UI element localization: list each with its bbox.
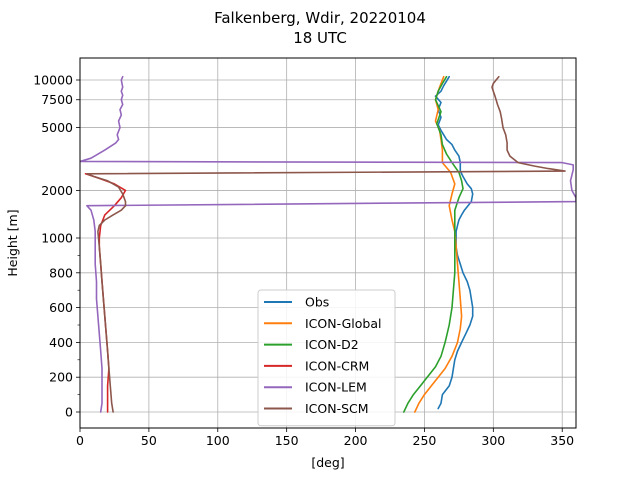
y-tick-label: 7500 [41,92,73,107]
series-line-obs [434,75,474,410]
series-line-icon-crm [84,173,127,413]
y-axis: 0 200 400 600 800 1000 2000 5000 7500 10000 [33,73,80,420]
x-tick-label: 250 [413,433,437,448]
x-tick-label: 350 [550,433,574,448]
x-tick-label: 50 [141,433,157,448]
x-tick-label: 300 [481,433,505,448]
legend-box [257,289,396,427]
series-line-icon-scm [86,75,566,413]
grid [79,58,576,428]
chart-subtitle: 18 UTC [293,29,347,47]
series-line-icon-d2 [403,75,464,413]
y-tick-label: 200 [49,370,73,385]
y-tick-label: 2000 [41,183,73,198]
x-tick-label: 200 [344,433,368,448]
series-layer [80,75,576,413]
legend-entry: Obs [305,295,329,310]
plot-frame [79,57,577,429]
y-tick-label: 1000 [41,231,73,246]
x-tick-label: 0 [76,433,84,448]
legend-entry: ICON-D2 [305,337,359,352]
series-line-icon-global [414,75,463,413]
y-tick-label: 0 [65,405,73,420]
y-tick-label: 10000 [33,73,73,88]
legend: Obs ICON-Global ICON-D2 ICON-CRM ICON-LEM ICO… [257,289,396,427]
legend-entry: ICON-Global [305,316,381,331]
legend-entry: ICON-CRM [305,358,369,373]
y-tick-label: 400 [49,335,73,350]
y-axis-label: Height [m] [5,209,20,276]
y-tick-label: 800 [49,265,73,280]
x-axis-label: [deg] [311,455,344,470]
x-axis: 0 50 100 150 200 250 300 350 [76,428,574,448]
y-tick-label: 5000 [41,120,73,135]
chart-title: Falkenberg, Wdir, 20220104 [214,9,426,27]
x-tick-label: 150 [275,433,299,448]
legend-entry: ICON-SCM [305,401,369,416]
series-line-icon-lem [80,75,576,413]
y-tick-label: 600 [49,300,73,315]
legend-entry: ICON-LEM [305,380,367,395]
x-tick-label: 100 [206,433,230,448]
